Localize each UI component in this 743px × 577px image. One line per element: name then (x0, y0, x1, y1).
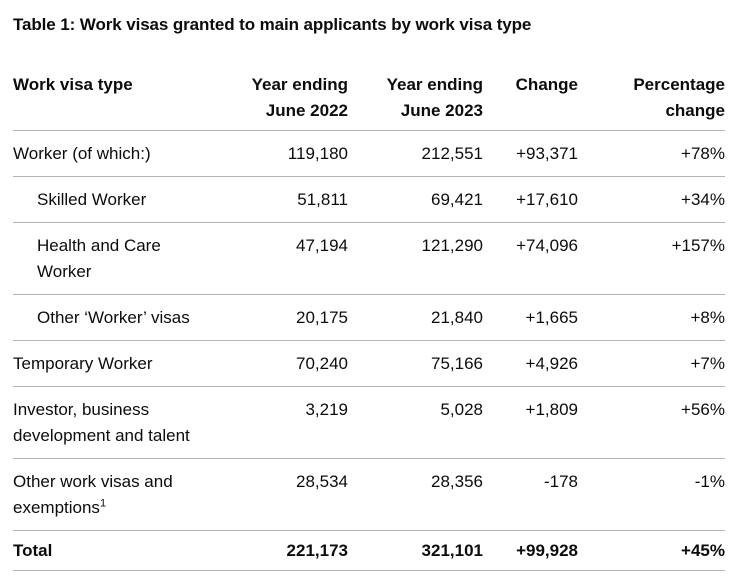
table-row-temporary-worker: Temporary Worker 70,240 75,166 +4,926 +7… (13, 340, 725, 387)
header-row: Work visa type Year ending June 2022 Yea… (13, 72, 725, 131)
table-row-total: Total 221,173 321,101 +99,928 +45% (13, 530, 725, 571)
cell-change: -178 (483, 458, 578, 531)
row-label-text: Other work visas and exemptions (13, 472, 173, 517)
table-row-skilled-worker: Skilled Worker 51,811 69,421 +17,610 +34… (13, 176, 725, 223)
cell-year-2022: 47,194 (218, 222, 348, 295)
cell-year-2023: 121,290 (348, 222, 483, 295)
cell-change: +1,809 (483, 386, 578, 459)
row-label: Investor, business development and talen… (13, 386, 218, 459)
work-visa-table: Work visa type Year ending June 2022 Yea… (13, 72, 725, 571)
cell-year-2023: 5,028 (348, 386, 483, 459)
cell-year-2022: 119,180 (218, 130, 348, 177)
cell-change: +17,610 (483, 176, 578, 223)
row-label-text: Worker (of which:) (13, 144, 151, 163)
cell-year-2022: 28,534 (218, 458, 348, 531)
row-label-text: Health and Care Worker (37, 236, 161, 281)
table-row-other-work-visas-exemptions: Other work visas and exemptions1 28,534 … (13, 458, 725, 531)
cell-year-2023: 21,840 (348, 294, 483, 341)
column-header-visa-type: Work visa type (13, 72, 218, 131)
cell-year-2023: 321,101 (348, 530, 483, 571)
column-header-year-ending-2022: Year ending June 2022 (218, 72, 348, 131)
cell-year-2022: 51,811 (218, 176, 348, 223)
row-label-text: Other ‘Worker’ visas (37, 308, 190, 327)
row-label-text: Investor, business development and talen… (13, 400, 190, 445)
cell-change: +4,926 (483, 340, 578, 387)
table-title: Table 1: Work visas granted to main appl… (13, 15, 532, 34)
row-label: Health and Care Worker (13, 222, 218, 295)
table-row-investor-business-development-talent: Investor, business development and talen… (13, 386, 725, 459)
column-header-percentage-change: Percentage change (578, 72, 725, 131)
row-label-text: Total (13, 541, 53, 560)
cell-change: +74,096 (483, 222, 578, 295)
row-label-text: Temporary Worker (13, 354, 153, 373)
cell-percentage-change: +78% (578, 130, 725, 177)
row-label: Total (13, 530, 218, 571)
cell-year-2022: 20,175 (218, 294, 348, 341)
table-row-worker: Worker (of which:) 119,180 212,551 +93,3… (13, 130, 725, 177)
row-label: Skilled Worker (13, 176, 218, 223)
cell-year-2022: 221,173 (218, 530, 348, 571)
cell-year-2022: 70,240 (218, 340, 348, 387)
cell-year-2023: 212,551 (348, 130, 483, 177)
row-label-text: Skilled Worker (37, 190, 147, 209)
table-row-other-worker-visas: Other ‘Worker’ visas 20,175 21,840 +1,66… (13, 294, 725, 341)
row-label: Temporary Worker (13, 340, 218, 387)
column-header-year-ending-2023: Year ending June 2023 (348, 72, 483, 131)
footnote-marker: 1 (99, 497, 107, 510)
cell-change: +99,928 (483, 530, 578, 571)
cell-change: +1,665 (483, 294, 578, 341)
table-row-health-and-care-worker: Health and Care Worker 47,194 121,290 +7… (13, 222, 725, 295)
cell-percentage-change: +56% (578, 386, 725, 459)
cell-percentage-change: +7% (578, 340, 725, 387)
cell-percentage-change: +34% (578, 176, 725, 223)
cell-year-2023: 75,166 (348, 340, 483, 387)
cell-year-2022: 3,219 (218, 386, 348, 459)
cell-percentage-change: +8% (578, 294, 725, 341)
cell-percentage-change: +45% (578, 530, 725, 571)
table-body: Worker (of which:) 119,180 212,551 +93,3… (13, 130, 725, 571)
cell-change: +93,371 (483, 130, 578, 177)
cell-year-2023: 28,356 (348, 458, 483, 531)
row-label: Worker (of which:) (13, 130, 218, 177)
cell-percentage-change: -1% (578, 458, 725, 531)
table-header: Work visa type Year ending June 2022 Yea… (13, 72, 725, 131)
row-label: Other ‘Worker’ visas (13, 294, 218, 341)
cell-year-2023: 69,421 (348, 176, 483, 223)
cell-percentage-change: +157% (578, 222, 725, 295)
column-header-change: Change (483, 72, 578, 131)
row-label: Other work visas and exemptions1 (13, 458, 218, 531)
